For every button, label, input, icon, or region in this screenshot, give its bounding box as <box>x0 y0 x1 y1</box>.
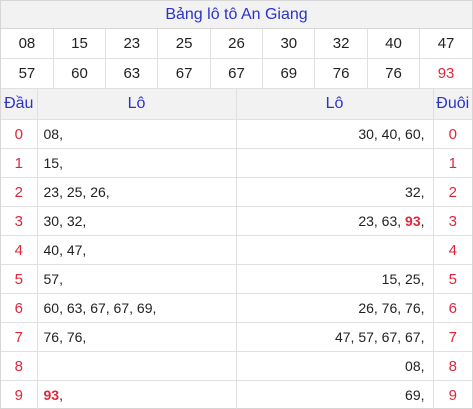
table-row: 0 08, 30, 40, 60, 0 <box>1 119 472 149</box>
lo-value-highlight: 93 <box>43 387 60 403</box>
numbers-table: 08 15 23 25 26 30 32 40 47 57 60 63 67 6… <box>1 29 472 89</box>
board-title: Bảng lô tô An Giang <box>1 1 472 29</box>
duoi-cell: 5 <box>433 264 472 294</box>
duoi-cell: 6 <box>433 293 472 323</box>
lo-value-comma: , <box>420 213 425 229</box>
table-row: 2 23, 25, 26, 32, 2 <box>1 177 472 207</box>
number-cell: 67 <box>210 58 264 89</box>
lo-table: Đầu Lô Lô Đuôi 0 08, 30, 40, 60, 0 1 15,… <box>1 89 472 409</box>
number-cell-highlight: 93 <box>419 58 472 89</box>
lo-left-cell: 76, 76, <box>37 322 237 352</box>
table-row: 1 15, 1 <box>1 148 472 178</box>
lo-value: 23, 63, <box>358 213 406 229</box>
number-cell: 76 <box>314 58 368 89</box>
lo-left-cell: 30, 32, <box>37 206 237 236</box>
duoi-cell: 1 <box>433 148 472 178</box>
table-row: 4 40, 47, 4 <box>1 235 472 265</box>
lo-left-cell: 15, <box>37 148 237 178</box>
number-cell: 30 <box>262 29 316 59</box>
table-row: 5 57, 15, 25, 5 <box>1 264 472 294</box>
duoi-cell: 7 <box>433 322 472 352</box>
duoi-cell: 0 <box>433 119 472 149</box>
lo-value-comma: , <box>59 387 63 403</box>
table-row: 3 30, 32, 23, 63, 93, 3 <box>1 206 472 236</box>
number-cell: 26 <box>210 29 264 59</box>
lo-value-highlight: 93 <box>405 213 421 229</box>
dau-cell: 8 <box>1 351 38 381</box>
dau-cell: 3 <box>1 206 38 236</box>
number-cell: 57 <box>1 58 54 89</box>
dau-cell: 4 <box>1 235 38 265</box>
dau-cell: 5 <box>1 264 38 294</box>
header-duoi: Đuôi <box>433 89 472 120</box>
lo-right-cell: 26, 76, 76, <box>236 293 434 323</box>
table-row: 6 60, 63, 67, 67, 69, 26, 76, 76, 6 <box>1 293 472 323</box>
dau-cell: 9 <box>1 380 38 409</box>
table-row: 7 76, 76, 47, 57, 67, 67, 7 <box>1 322 472 352</box>
number-cell: 67 <box>157 58 211 89</box>
number-cell: 63 <box>105 58 159 89</box>
duoi-cell: 9 <box>448 386 457 404</box>
number-cell: 60 <box>53 58 107 89</box>
duoi-cell: 4 <box>433 235 472 265</box>
number-cell: 76 <box>367 58 421 89</box>
lo-left-cell <box>37 351 237 381</box>
dau-cell: 7 <box>1 322 38 352</box>
header-dau: Đầu <box>1 89 38 120</box>
lo-table-header: Đầu Lô Lô Đuôi <box>1 89 472 120</box>
table-row: 9 93, 69, 9 <box>1 380 472 409</box>
duoi-cell: 2 <box>433 177 472 207</box>
lo-left-cell: 60, 63, 67, 67, 69, <box>37 293 237 323</box>
number-cell: 47 <box>419 29 472 59</box>
lo-right-cell: 32, <box>236 177 434 207</box>
lo-left-cell: 23, 25, 26, <box>37 177 237 207</box>
lo-right-cell: 47, 57, 67, 67, <box>236 322 434 352</box>
lo-left-cell: 57, <box>37 264 237 294</box>
number-cell: 32 <box>314 29 368 59</box>
dau-cell: 2 <box>1 177 38 207</box>
lo-right-cell: 08, <box>236 351 434 381</box>
header-lo-left: Lô <box>37 89 237 120</box>
number-cell: 25 <box>157 29 211 59</box>
lo-left-cell: 93, <box>37 380 237 409</box>
lo-right-cell: 15, 25, <box>236 264 434 294</box>
lo-right-cell: 23, 63, 93, <box>236 206 434 236</box>
lo-left-cell: 40, 47, <box>37 235 237 265</box>
numbers-row-1: 08 15 23 25 26 30 32 40 47 <box>1 29 472 59</box>
dau-cell: 1 <box>1 148 38 178</box>
number-cell: 23 <box>105 29 159 59</box>
lo-right-cell: 30, 40, 60, <box>236 119 434 149</box>
numbers-row-2: 57 60 63 67 67 69 76 76 93 <box>1 58 472 89</box>
duoi-cell: 8 <box>433 351 472 381</box>
number-cell: 15 <box>53 29 107 59</box>
lo-right-cell: 69, <box>236 380 434 409</box>
number-cell: 69 <box>262 58 316 89</box>
lo-right-cell <box>236 148 434 178</box>
dau-cell: 0 <box>1 119 38 149</box>
table-row: 8 08, 8 <box>1 351 472 381</box>
dau-cell: 6 <box>1 293 38 323</box>
lo-left-cell: 08, <box>37 119 237 149</box>
duoi-cell: 3 <box>433 206 472 236</box>
lo-right-cell <box>236 235 434 265</box>
number-cell: 40 <box>367 29 421 59</box>
header-lo-right: Lô <box>236 89 434 120</box>
number-cell: 08 <box>1 29 54 59</box>
